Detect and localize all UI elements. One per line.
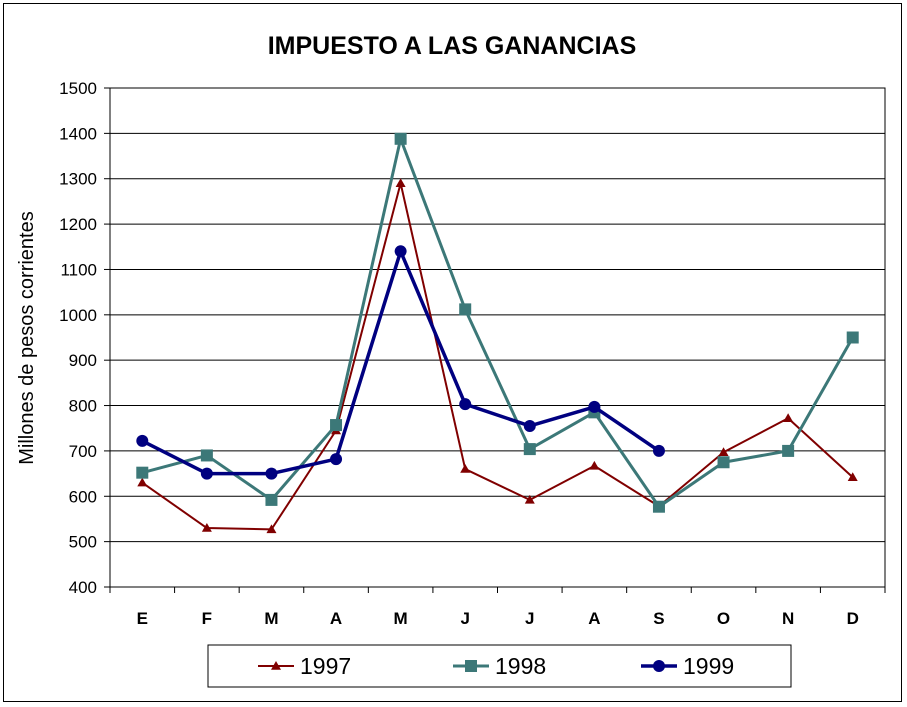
series-1997 [137,178,858,534]
series-line-1997 [141,182,854,531]
legend-item-1999: 1999 [641,653,734,679]
data-point [265,467,278,480]
legend-marker [653,660,665,672]
data-point [523,419,536,432]
data-point [459,398,472,411]
x-tick-label: S [653,609,664,628]
data-point [523,443,536,456]
plot-area [109,87,886,588]
data-point [589,460,600,470]
data-point [652,444,665,457]
y-tick-label: 1300 [59,170,97,189]
axes: 400 500 600 700 800 900 1000 1100 1200 1300 1400 15… [59,79,886,628]
series-1999 [136,245,665,480]
data-point [459,303,472,316]
chart-frame [3,3,902,702]
legend-label: 1997 [300,653,351,679]
x-tick-label: A [588,609,600,628]
data-point [394,245,407,258]
data-point [717,456,730,469]
chart-title: IMPUESTO A LAS GANANCIAS [268,32,637,60]
y-tick-label: 1400 [59,124,97,143]
x-tick-label: M [394,609,408,628]
y-tick-label: 900 [69,351,97,370]
legend-marker [271,661,281,670]
x-tick-label: N [782,609,794,628]
y-tick-label: 1500 [59,79,97,98]
data-point [330,453,343,466]
legend: 1997 1998 1999 [207,644,792,688]
legend-item-1997: 1997 [258,653,351,679]
y-tick-label: 700 [69,442,97,461]
data-point [718,447,729,457]
x-tick-label: M [264,609,278,628]
y-tick-label: 1200 [59,215,97,234]
legend-marker [465,660,477,672]
data-point [266,524,277,534]
legend-label: 1998 [495,653,546,679]
x-tick-label: J [460,609,469,628]
series-line-1999 [141,249,660,476]
data-point [137,477,148,487]
legend-label: 1999 [683,653,734,679]
legend-item-1998: 1998 [453,653,546,679]
x-tick-label: D [847,609,859,628]
data-point [847,472,858,481]
x-tick-label: A [330,609,342,628]
data-point [136,434,149,447]
y-tick-label: 500 [69,533,97,552]
data-point [524,494,535,504]
data-point [200,467,213,480]
data-point [652,500,665,513]
data-point [395,178,406,188]
data-point [783,413,794,422]
gridlines [110,132,885,543]
x-tick-label: F [202,609,212,628]
data-point [200,449,213,462]
data-point [588,400,601,413]
y-tick-label: 1100 [60,260,97,279]
x-tick-label: E [137,609,148,628]
y-tick-label: 600 [69,487,97,506]
data-point [846,331,859,344]
series-layer [136,132,859,534]
data-point [330,419,343,432]
data-point [782,444,795,457]
y-tick-label: 1000 [59,306,97,325]
y-tick-label: 400 [69,578,97,597]
data-point [201,523,212,532]
data-point [460,464,471,473]
data-point [394,132,407,145]
legend-box [207,644,792,688]
x-tick-label: O [717,609,730,628]
data-point [265,493,278,506]
data-point [136,466,149,479]
x-tick-label: J [525,609,534,628]
series-1998 [136,132,859,513]
series-line-1998 [141,137,855,509]
y-tick-label: 800 [69,397,97,416]
y-axis-label: Millones de pesos corrientes [16,211,38,464]
